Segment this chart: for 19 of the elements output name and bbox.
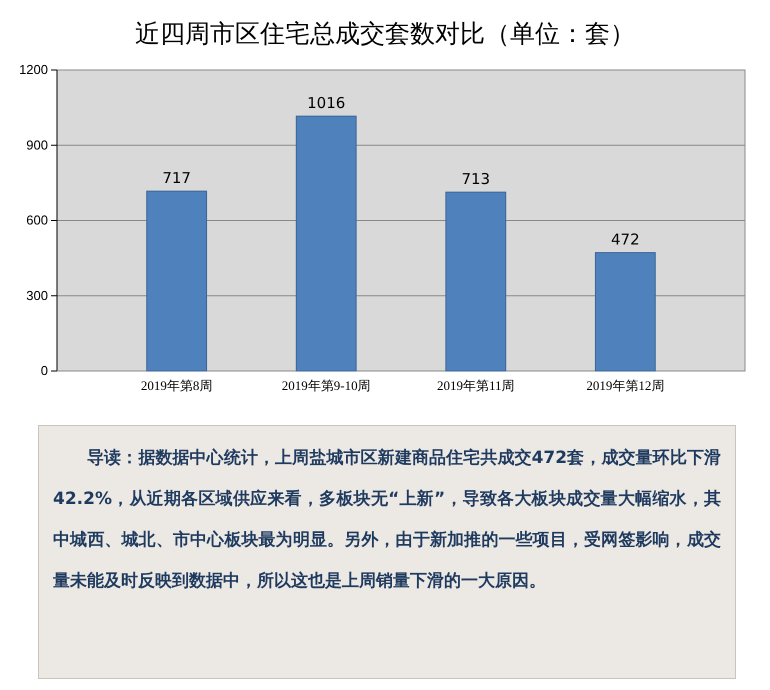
data-label: 1016 (307, 94, 346, 112)
data-label: 717 (162, 169, 191, 188)
x-tick-label: 2019年第11周 (437, 378, 515, 394)
bar (445, 192, 506, 372)
chart-title: 近四周市区住宅总成交套数对比（单位：套） (135, 19, 635, 48)
y-tick-label: 300 (26, 288, 48, 303)
x-tick-label: 2019年第9-10周 (282, 378, 371, 394)
y-tick-label: 0 (40, 363, 48, 378)
y-tick-label: 1200 (19, 62, 48, 78)
data-label: 472 (611, 230, 640, 249)
text: 导读：据数据中心统计，上周盐城市区新建商品住宅共成交472套，成交量环比下滑42.2%，从近期各区域供应来看，多板块无“上新”，导致各大板块成交量大幅缩水，其中城西、城北、市中心板块最为明显。另外，由于新加推的一些项目，受网签影响，成交量未能及时反映到数据中，所以这也是上周销量下滑的一大原因。 (53, 448, 721, 591)
x-tick-label: 2019年第12周 (586, 378, 664, 394)
bar (594, 252, 656, 372)
x-tick-label: 2019年第8周 (140, 378, 212, 394)
data-label: 713 (461, 170, 490, 188)
y-tick-label: 600 (26, 212, 48, 228)
y-tick-label: 900 (26, 137, 48, 152)
bar (296, 116, 357, 372)
bar (146, 190, 208, 372)
